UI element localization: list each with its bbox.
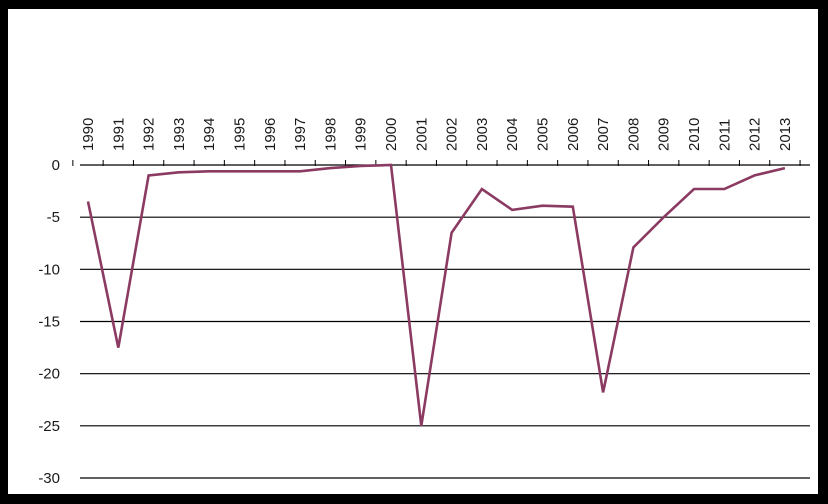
data-point: [783, 166, 787, 170]
data-point: [359, 164, 363, 168]
x-tick-label: 2008: [625, 118, 642, 151]
data-point: [177, 170, 181, 174]
data-point: [268, 169, 272, 173]
x-tick-label: 2010: [686, 118, 703, 151]
x-tick-label: 1993: [171, 118, 188, 151]
data-point: [147, 173, 151, 177]
series: [86, 163, 787, 428]
data-point: [510, 208, 514, 212]
x-tick-label: 2009: [656, 118, 673, 151]
gridlines: [80, 216, 810, 479]
data-point: [116, 346, 120, 350]
y-tick-label: -25: [38, 418, 60, 435]
data-point: [722, 187, 726, 191]
x-tick-label: 1995: [232, 118, 249, 151]
data-point: [389, 163, 393, 167]
data-point: [298, 169, 302, 173]
data-point: [692, 187, 696, 191]
x-tick-label: 2005: [535, 118, 552, 151]
x-tick-label: 2001: [413, 118, 430, 151]
y-tick-label: -30: [38, 470, 60, 487]
data-point: [207, 169, 211, 173]
data-point: [480, 187, 484, 191]
data-point: [450, 231, 454, 235]
data-point: [419, 424, 423, 428]
x-tick-label: 2006: [565, 118, 582, 151]
data-point: [86, 200, 90, 204]
x-tick-label: 1994: [201, 118, 218, 151]
data-point: [601, 390, 605, 394]
series-line: [86, 163, 786, 427]
x-tick-label: 2011: [716, 119, 733, 151]
data-point: [541, 204, 545, 208]
data-point: [753, 173, 757, 177]
x-tick-label: 2003: [474, 118, 491, 151]
data-point: [238, 169, 242, 173]
data-point: [571, 205, 575, 209]
x-tick-label: 1991: [110, 118, 127, 151]
line-chart: 1990 1991 1992 1993 1994 1995 1996 1997 1998 1999…: [38, 118, 810, 487]
x-tick-label: 1998: [322, 118, 339, 151]
x-tick-label: 1990: [80, 118, 97, 151]
x-tick-label: 2013: [777, 118, 794, 151]
x-tick-label: 1997: [292, 118, 309, 151]
y-tick-label: -5: [47, 209, 60, 226]
y-tick-label: -10: [38, 261, 60, 278]
chart-frame: 1990 1991 1992 1993 1994 1995 1996 1997 1998 1999…: [8, 9, 818, 494]
data-point: [631, 245, 635, 249]
x-tick-label: 2000: [383, 118, 400, 151]
x-tick-label: 1992: [141, 118, 158, 151]
x-tick-label: 2004: [504, 118, 521, 151]
x-axis: 1990 1991 1992 1993 1994 1995 1996 1997 1998 1999…: [72, 118, 810, 166]
x-tick-label: 1996: [262, 118, 279, 151]
y-tick-label: -15: [38, 314, 60, 331]
y-tick-label: -20: [38, 366, 60, 383]
y-axis: 0 -5 -10 -15 -20 -25 -30: [38, 157, 60, 487]
x-tick-label: 1999: [353, 118, 370, 151]
x-tick-label: 2002: [444, 118, 461, 151]
y-tick-label: 0: [52, 157, 60, 174]
data-point: [662, 215, 666, 219]
x-tick-label: 2012: [747, 118, 764, 151]
x-tick-label: 2007: [595, 118, 612, 151]
data-point: [328, 166, 332, 170]
